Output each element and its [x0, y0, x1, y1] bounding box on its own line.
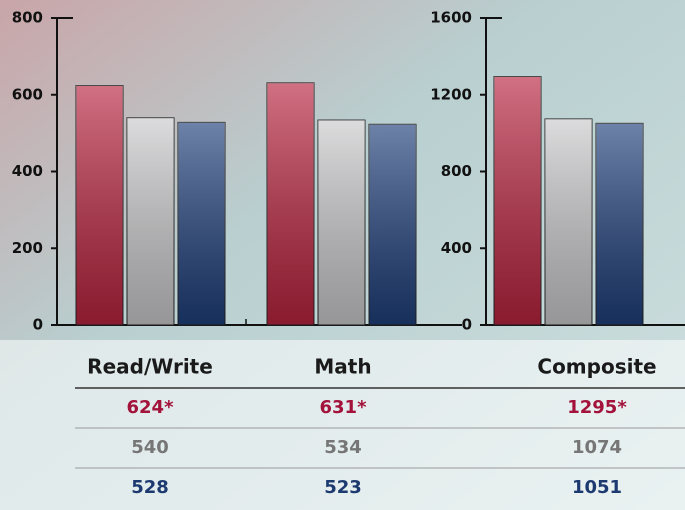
bar-shine	[318, 120, 365, 325]
value-label: 534	[324, 437, 362, 458]
bar-shine	[267, 83, 314, 325]
bar-shine	[127, 118, 174, 325]
y-tick-label: 1600	[430, 9, 472, 27]
x-category-label: Read/Write	[87, 355, 213, 379]
value-label: 624*	[127, 397, 175, 418]
value-label: 631*	[320, 397, 368, 418]
bar-shine	[596, 123, 643, 325]
y-tick-label: 800	[441, 162, 472, 180]
bar-shine	[494, 77, 541, 325]
bar-shine	[369, 124, 416, 325]
y-tick-label: 400	[441, 239, 472, 257]
value-label: 528	[131, 477, 169, 498]
value-label: 1051	[572, 477, 622, 498]
y-tick-label: 200	[12, 239, 43, 257]
y-tick-label: 0	[462, 316, 472, 334]
x-category-label: Composite	[537, 355, 656, 379]
bar-shine	[76, 86, 123, 325]
y-tick-label: 800	[12, 9, 43, 27]
page: 0 200 400 600 800 Read/Write 624* 540 528 Math 631…	[0, 0, 685, 510]
value-label: 523	[324, 477, 362, 498]
x-category-label: Math	[314, 355, 371, 379]
y-tick-label: 1200	[430, 85, 472, 103]
value-label: 540	[131, 437, 169, 458]
y-tick-label: 600	[12, 85, 43, 103]
y-tick-label: 400	[12, 162, 43, 180]
bar-shine	[545, 119, 592, 325]
y-tick-label: 0	[33, 316, 43, 334]
value-label: 1295*	[567, 397, 627, 418]
bar-shine	[178, 122, 225, 325]
value-label: 1074	[572, 437, 622, 458]
